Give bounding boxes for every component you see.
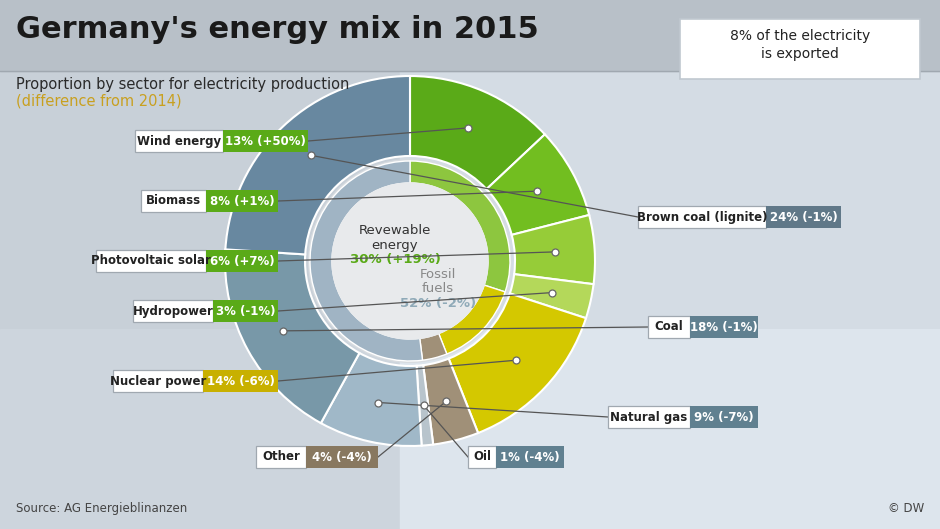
Text: (difference from 2014): (difference from 2014) <box>16 93 181 108</box>
FancyBboxPatch shape <box>690 316 758 338</box>
FancyBboxPatch shape <box>206 190 278 212</box>
Text: 6% (+7%): 6% (+7%) <box>210 254 274 268</box>
Wedge shape <box>225 249 359 423</box>
FancyBboxPatch shape <box>206 250 278 272</box>
FancyBboxPatch shape <box>203 370 278 392</box>
Wedge shape <box>420 333 446 360</box>
Text: 4% (-4%): 4% (-4%) <box>312 451 372 463</box>
Text: Brown coal (lignite): Brown coal (lignite) <box>636 211 767 223</box>
Text: Photovoltaic solar: Photovoltaic solar <box>91 254 211 268</box>
FancyBboxPatch shape <box>113 370 203 392</box>
Wedge shape <box>416 365 433 445</box>
FancyBboxPatch shape <box>133 300 213 322</box>
Text: Other: Other <box>262 451 300 463</box>
FancyBboxPatch shape <box>496 446 564 468</box>
Text: 3% (-1%): 3% (-1%) <box>216 305 275 317</box>
Wedge shape <box>509 274 593 318</box>
Text: 24% (-1%): 24% (-1%) <box>770 211 838 223</box>
Text: Hydropower: Hydropower <box>133 305 213 317</box>
Text: Source: AG Energieblinanzen: Source: AG Energieblinanzen <box>16 502 187 515</box>
Text: 8% of the electricity: 8% of the electricity <box>729 29 870 43</box>
Text: 13% (+50%): 13% (+50%) <box>225 134 306 148</box>
Wedge shape <box>511 215 595 284</box>
FancyBboxPatch shape <box>141 190 206 212</box>
Wedge shape <box>423 359 478 444</box>
Text: Oil: Oil <box>473 451 491 463</box>
Wedge shape <box>410 161 510 292</box>
Text: 9% (-7%): 9% (-7%) <box>694 411 754 424</box>
Text: Coal: Coal <box>654 321 683 333</box>
FancyBboxPatch shape <box>648 316 690 338</box>
Text: Biomass: Biomass <box>146 195 201 207</box>
FancyBboxPatch shape <box>213 300 278 322</box>
FancyBboxPatch shape <box>135 130 223 152</box>
Wedge shape <box>439 285 505 354</box>
Wedge shape <box>308 159 512 363</box>
Text: Revewable: Revewable <box>359 224 431 238</box>
Text: fuels: fuels <box>422 282 454 296</box>
Text: 8% (+1%): 8% (+1%) <box>210 195 274 207</box>
FancyBboxPatch shape <box>608 406 690 428</box>
FancyBboxPatch shape <box>468 446 496 468</box>
Bar <box>0 329 940 529</box>
FancyBboxPatch shape <box>256 446 306 468</box>
Bar <box>0 0 940 71</box>
Text: 18% (-1%): 18% (-1%) <box>690 321 758 333</box>
Wedge shape <box>410 76 545 189</box>
Text: Germany's energy mix in 2015: Germany's energy mix in 2015 <box>16 15 539 44</box>
Circle shape <box>332 183 488 339</box>
Text: 14% (-6%): 14% (-6%) <box>207 375 274 388</box>
Text: Natural gas: Natural gas <box>610 411 688 424</box>
Bar <box>400 0 940 529</box>
Bar <box>400 329 940 529</box>
FancyBboxPatch shape <box>96 250 206 272</box>
FancyBboxPatch shape <box>766 206 841 228</box>
FancyBboxPatch shape <box>223 130 308 152</box>
Text: energy: energy <box>371 239 418 251</box>
Wedge shape <box>448 294 586 433</box>
Text: © DW: © DW <box>887 502 924 515</box>
Text: Nuclear power: Nuclear power <box>110 375 206 388</box>
FancyBboxPatch shape <box>638 206 766 228</box>
Text: Wind energy: Wind energy <box>137 134 221 148</box>
Wedge shape <box>226 76 410 254</box>
Text: is exported: is exported <box>761 47 838 61</box>
FancyBboxPatch shape <box>306 446 378 468</box>
FancyBboxPatch shape <box>680 19 920 79</box>
Text: 30% (+19%): 30% (+19%) <box>350 252 441 266</box>
Text: 52% (-2%): 52% (-2%) <box>400 297 476 311</box>
FancyBboxPatch shape <box>690 406 758 428</box>
Text: Fossil: Fossil <box>420 269 456 281</box>
Text: Proportion by sector for electricity production: Proportion by sector for electricity pro… <box>16 77 350 92</box>
Text: 1% (-4%): 1% (-4%) <box>500 451 560 463</box>
Wedge shape <box>487 134 589 235</box>
Wedge shape <box>321 353 422 446</box>
Wedge shape <box>310 161 423 361</box>
